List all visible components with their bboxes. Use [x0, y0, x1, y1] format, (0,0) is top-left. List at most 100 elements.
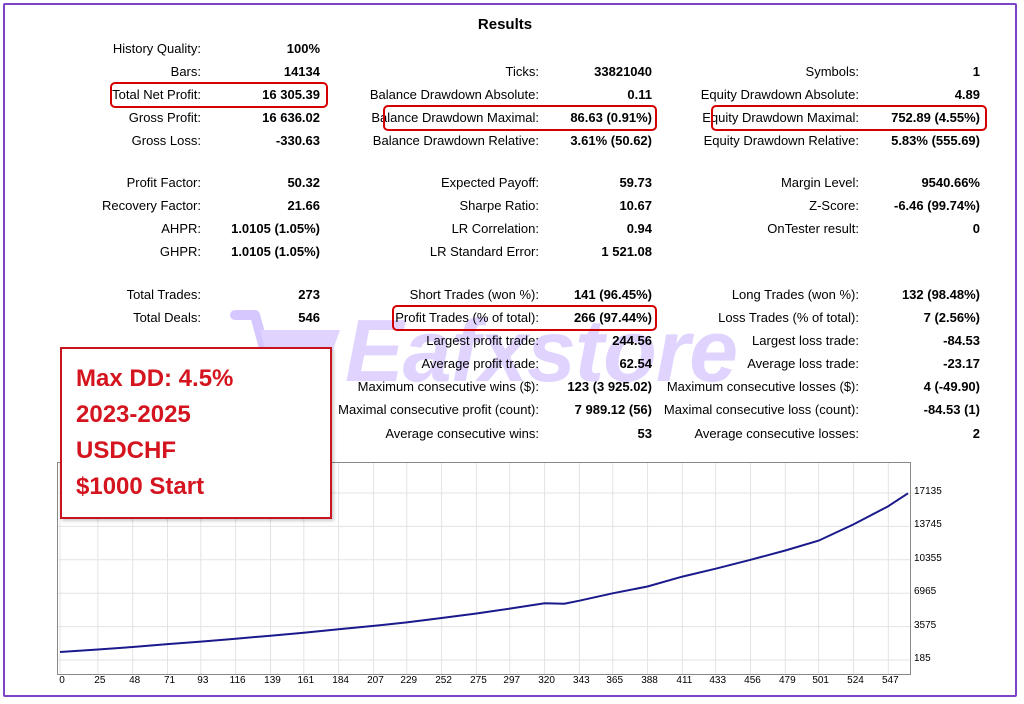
short-trades-value: 141 (96.45%) — [573, 287, 652, 302]
recovery-factor-label: Recovery Factor: — [102, 198, 201, 213]
short-trades-label: Short Trades (won %): — [409, 287, 539, 302]
balance-dd-relative-value: 3.61% (50.62) — [570, 133, 652, 148]
x-tick-label: 207 — [367, 675, 384, 686]
max-consecutive-wins-label: Maximum consecutive wins ($): — [357, 379, 539, 394]
gross-profit-label: Gross Profit: — [128, 110, 201, 125]
lr-standard-error-value: 1 521.08 — [601, 244, 652, 259]
x-tick-label: 0 — [59, 675, 65, 686]
x-tick-label: 456 — [744, 675, 761, 686]
z-score-label: Z-Score: — [809, 198, 859, 213]
total-deals-value: 546 — [298, 310, 320, 325]
summary-callout: Max DD: 4.5% 2023-2025 USDCHF $1000 Star… — [60, 347, 332, 519]
maximal-consecutive-profit-label: Maximal consecutive profit (count): — [338, 402, 539, 417]
bars-value: 14134 — [283, 64, 320, 79]
balance-curve — [59, 492, 909, 653]
x-tick-label: 365 — [606, 675, 624, 686]
ontester-result-value: 0 — [972, 221, 980, 236]
x-tick-label: 433 — [709, 675, 727, 686]
balance-dd-absolute-label: Balance Drawdown Absolute: — [369, 87, 539, 102]
ticks-label: Ticks: — [505, 64, 539, 79]
maximal-consecutive-loss-label: Maximal consecutive loss (count): — [663, 402, 859, 417]
y-tick-label: 10355 — [914, 552, 942, 564]
largest-loss-trade-value: -84.53 — [943, 333, 980, 348]
total-trades-value: 273 — [298, 287, 320, 302]
profit-trades-highlight — [392, 305, 657, 331]
x-tick-label: 524 — [847, 675, 864, 686]
x-tick-label: 297 — [503, 675, 521, 686]
x-tick-label: 388 — [641, 675, 658, 686]
lr-standard-error-label: LR Standard Error: — [429, 244, 539, 259]
average-consecutive-losses-label: Average consecutive losses: — [694, 426, 859, 441]
loss-trades-value: 7 (2.56%) — [923, 310, 980, 325]
total-net-profit-value: 16 305.39 — [262, 87, 320, 102]
equity-dd-maximal-highlight — [711, 105, 987, 131]
callout-start: $1000 Start — [76, 473, 205, 500]
maximal-consecutive-loss-value: -84.53 (1) — [923, 402, 980, 417]
ahpr-value: 1.0105 (1.05%) — [231, 221, 320, 236]
profit-factor-value: 50.32 — [287, 175, 320, 190]
equity-dd-maximal-value: 752.89 (4.55%) — [891, 110, 980, 125]
x-tick-label: 184 — [332, 675, 349, 686]
x-tick-label: 229 — [400, 675, 418, 686]
expected-payoff-label: Expected Payoff: — [440, 175, 539, 190]
profit-trades-label: Profit Trades (% of total): — [395, 310, 539, 325]
x-tick-label: 275 — [470, 675, 487, 686]
x-tick-label: 116 — [229, 675, 246, 686]
x-tick-label: 93 — [197, 675, 209, 686]
gross-profit-value: 16 636.02 — [262, 110, 320, 125]
total-net-profit-label: Total Net Profit: — [112, 87, 201, 102]
x-tick-label: 25 — [94, 675, 106, 686]
balance-dd-maximal-highlight — [383, 105, 657, 131]
callout-max-dd: Max DD: 4.5% — [76, 365, 234, 392]
sharpe-ratio-value: 10.67 — [619, 198, 652, 213]
margin-level-value: 9540.66% — [921, 175, 980, 190]
lr-correlation-value: 0.94 — [626, 221, 652, 236]
sharpe-ratio-label: Sharpe Ratio: — [459, 198, 540, 213]
average-profit-trade-value: 62.54 — [619, 356, 652, 371]
total-deals-label: Total Deals: — [133, 310, 201, 325]
y-tick-label: 6965 — [914, 586, 937, 598]
ghpr-label: GHPR: — [159, 244, 201, 259]
bars-label: Bars: — [170, 64, 201, 79]
equity-dd-relative-value: 5.83% (555.69) — [891, 133, 980, 148]
gross-loss-value: -330.63 — [275, 133, 320, 148]
x-tick-label: 501 — [812, 675, 829, 686]
equity-dd-absolute-value: 4.89 — [954, 87, 980, 102]
x-tick-label: 71 — [163, 675, 176, 686]
gross-loss-label: Gross Loss: — [131, 133, 201, 148]
balance-dd-absolute-value: 0.11 — [627, 87, 652, 102]
callout-symbol: USDCHF — [76, 437, 176, 464]
long-trades-value: 132 (98.48%) — [901, 287, 980, 302]
symbols-label: Symbols: — [805, 64, 859, 79]
largest-profit-trade-value: 244.56 — [612, 333, 652, 348]
equity-dd-maximal-label: Equity Drawdown Maximal: — [702, 110, 859, 125]
largest-loss-trade-label: Largest loss trade: — [752, 333, 859, 348]
average-consecutive-wins-label: Average consecutive wins: — [385, 426, 539, 441]
x-tick-label: 547 — [881, 675, 899, 686]
balance-dd-maximal-label: Balance Drawdown Maximal: — [371, 110, 539, 125]
average-consecutive-wins-value: 53 — [637, 426, 652, 441]
max-consecutive-wins-value: 123 (3 925.02) — [567, 379, 652, 394]
profit-trades-value: 266 (97.44%) — [573, 310, 652, 325]
y-tick-label: 3575 — [914, 619, 937, 631]
symbols-value: 1 — [972, 64, 980, 79]
average-loss-trade-label: Average loss trade: — [747, 356, 859, 371]
ontester-result-label: OnTester result: — [767, 221, 859, 236]
ahpr-label: AHPR: — [161, 221, 201, 236]
equity-dd-relative-label: Equity Drawdown Relative: — [703, 133, 859, 148]
z-score-value: -6.46 (99.74%) — [894, 198, 980, 213]
history-quality-value: 100% — [286, 41, 320, 56]
balance-dd-relative-label: Balance Drawdown Relative: — [372, 133, 539, 148]
x-tick-label: 161 — [297, 675, 315, 686]
recovery-factor-value: 21.66 — [287, 198, 320, 213]
largest-profit-trade-label: Largest profit trade: — [426, 333, 539, 348]
average-profit-trade-label: Average profit trade: — [421, 356, 539, 371]
y-tick-label: 185 — [914, 653, 931, 664]
average-loss-trade-value: -23.17 — [943, 356, 980, 371]
total-trades-label: Total Trades: — [126, 287, 201, 302]
callout-period: 2023-2025 — [76, 401, 191, 428]
margin-level-label: Margin Level: — [780, 175, 859, 190]
history-quality-label: History Quality: — [112, 41, 201, 56]
y-tick-label: 17135 — [914, 486, 942, 497]
x-tick-label: 139 — [264, 675, 281, 686]
